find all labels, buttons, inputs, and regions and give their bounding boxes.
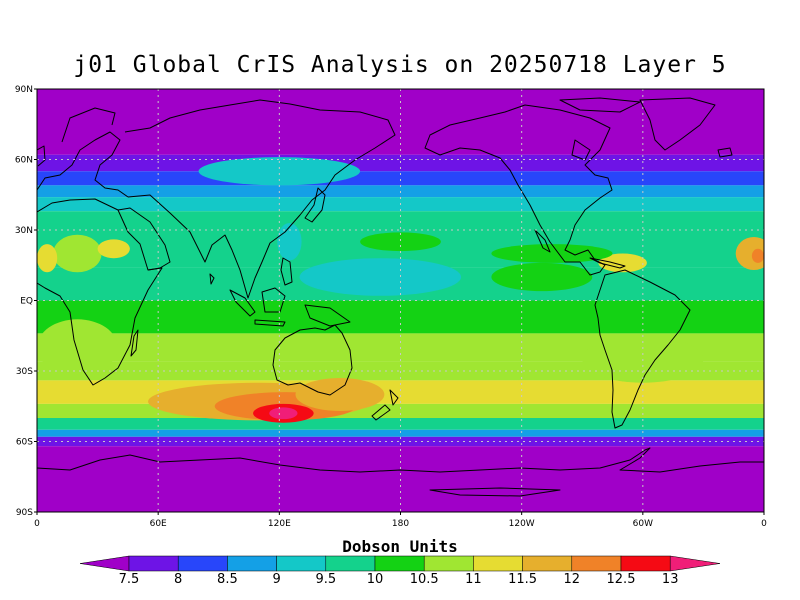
ozone-band <box>37 211 764 230</box>
colorbar-box <box>276 555 327 572</box>
colorbar-label: 12 <box>564 572 581 587</box>
coastline-britain <box>37 145 46 167</box>
ozone-region <box>47 380 149 395</box>
colorbar-title: Dobson Units <box>342 537 458 556</box>
x-axis-ticks: 0 60E 120E 180 120W 60W 0 <box>34 512 767 529</box>
ozone-region <box>491 262 593 292</box>
y-tick-label: 30N <box>15 226 33 236</box>
ozone-band <box>37 429 764 437</box>
coastline-caribbean <box>589 257 626 269</box>
colorbar-label: 11.5 <box>508 572 537 587</box>
y-tick-label: 90S <box>16 508 33 518</box>
colorbar-box <box>522 555 573 572</box>
y-tick-label: 90N <box>15 85 33 95</box>
colorbar-box <box>423 555 474 572</box>
coastline-java <box>254 319 286 327</box>
ozone-region <box>277 222 302 261</box>
colorbar-box <box>177 555 228 572</box>
coastline-new-guinea <box>304 304 351 327</box>
x-tick-label: 60E <box>150 519 167 529</box>
x-tick-label: 180 <box>392 519 409 529</box>
coastline-philippines <box>280 257 293 286</box>
grid-lines <box>37 89 764 512</box>
colorbar-label: 12.5 <box>607 572 636 587</box>
coastline-africa <box>37 198 163 386</box>
colorbar-label: 10 <box>367 572 384 587</box>
coastline-arctic-islands <box>559 97 641 113</box>
coastline-antarctic-land <box>429 487 561 497</box>
colorbar-box <box>571 555 622 572</box>
coastline-scandinavia <box>61 107 116 143</box>
coastline-greenland <box>639 97 716 151</box>
colorbar-box <box>473 555 523 572</box>
ozone-region <box>360 232 441 252</box>
x-tick-label: 0 <box>34 519 40 529</box>
colorbar-label: 10.5 <box>410 572 439 587</box>
colorbar-boxes <box>79 555 721 572</box>
y-tick-label: 60S <box>16 438 33 448</box>
coastline-north-america <box>424 104 613 276</box>
coastline-madagascar <box>130 329 139 357</box>
ozone-band <box>37 418 764 430</box>
x-tick-label: 120W <box>509 519 535 529</box>
colorbar-label: 13 <box>662 572 679 587</box>
x-tick-label: 0 <box>761 519 767 529</box>
coastline-australia <box>272 324 353 396</box>
y-tick-label: 60N <box>15 156 33 166</box>
colorbar-label: 9 <box>272 572 280 587</box>
y-tick-label: 30S <box>16 367 33 377</box>
coastlines <box>37 97 764 497</box>
ozone-region <box>37 244 58 273</box>
ozone-region <box>598 253 647 273</box>
colorbar-label: 11 <box>465 572 482 587</box>
colorbar-box <box>128 555 179 572</box>
ozone-region <box>269 407 298 420</box>
ozone-region <box>295 378 385 411</box>
coastline-south-america <box>594 269 691 429</box>
ozone-region <box>37 319 118 376</box>
colorbar-label: 8 <box>174 572 182 587</box>
colorbar-box <box>374 555 425 572</box>
colorbar-arrow-left <box>79 555 130 572</box>
coastline-iceland <box>717 147 733 158</box>
coastline-sri-lanka <box>209 273 215 285</box>
colorbar-label: 7.5 <box>119 572 140 587</box>
y-tick-label: EQ <box>20 297 33 307</box>
colorbar-label: 8.5 <box>217 572 238 587</box>
coastline-borneo <box>261 287 286 313</box>
chart-title: j01 Global CrIS Analysis on 20250718 Lay… <box>73 52 727 78</box>
coastline-baja <box>534 229 551 253</box>
coastline-arabia <box>117 207 171 271</box>
coastline-antarctica <box>37 447 764 473</box>
ozone-band <box>37 436 764 447</box>
colorbar-box <box>620 555 671 572</box>
colorbar-labels: 7.5 8 8.5 9 9.5 10 10.5 11 11.5 12 12.5 13 <box>119 572 679 587</box>
colorbar-box <box>227 555 277 572</box>
ozone-region <box>53 234 102 273</box>
colorbar-box <box>325 555 376 572</box>
coastline-new-zealand <box>371 389 399 421</box>
ozone-region <box>97 239 130 259</box>
coastline-japan <box>304 187 326 223</box>
colorbar-arrow-right <box>669 555 721 572</box>
coastline-europe <box>37 131 129 198</box>
x-tick-label: 120E <box>268 519 291 529</box>
ozone-region <box>299 258 462 296</box>
coastline-asia <box>124 99 396 299</box>
colorbar-label: 9.5 <box>315 572 336 587</box>
ozone-region <box>198 157 361 186</box>
ozone-region <box>751 248 764 263</box>
x-tick-label: 60W <box>633 519 653 529</box>
